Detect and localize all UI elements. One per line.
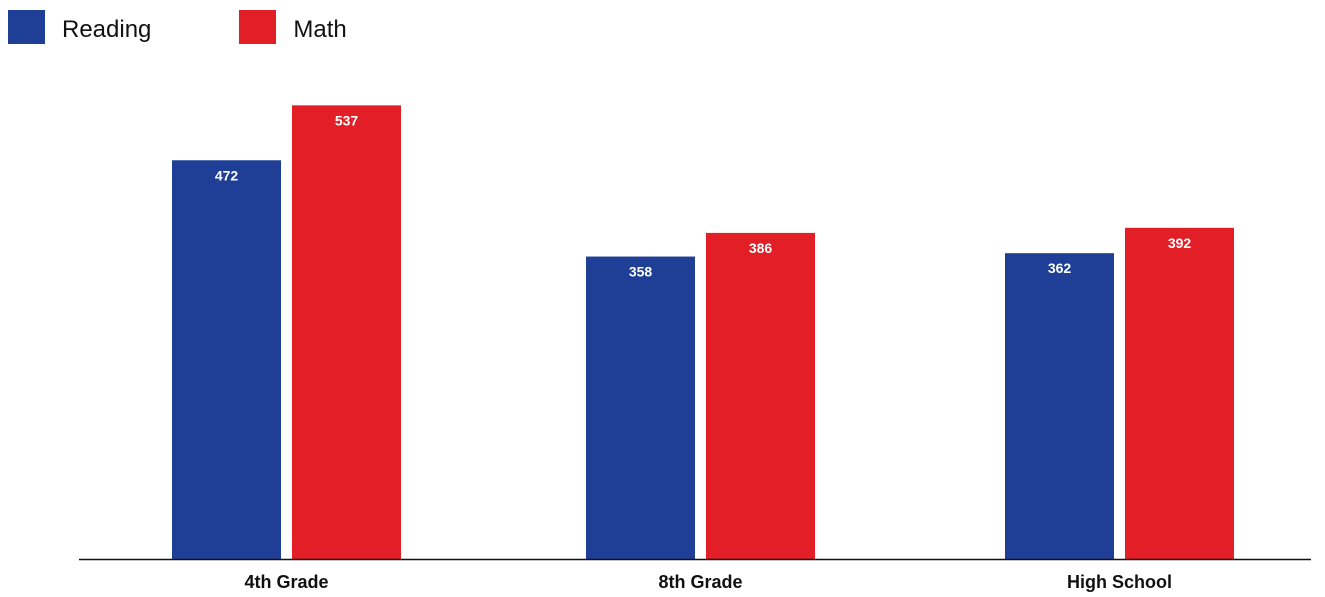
x-tick-label-8th-grade: 8th Grade bbox=[658, 572, 742, 592]
bar-math-high-school bbox=[1125, 227, 1234, 560]
data-label-reading-8th-grade: 358 bbox=[629, 264, 653, 280]
data-label-math-4th-grade: 537 bbox=[335, 112, 359, 128]
legend: Reading Math bbox=[8, 7, 347, 47]
data-label-reading-high-school: 362 bbox=[1048, 260, 1072, 276]
bar-reading-4th-grade bbox=[172, 160, 281, 559]
data-label-math-high-school: 392 bbox=[1168, 235, 1192, 251]
bar-math-4th-grade bbox=[292, 105, 401, 559]
x-tick-label-4th-grade: 4th Grade bbox=[244, 572, 328, 592]
bar-reading-8th-grade bbox=[586, 256, 695, 559]
legend-item-math: Math bbox=[239, 10, 347, 44]
x-tick-label-high-school: High School bbox=[1067, 572, 1172, 592]
legend-item-reading: Reading bbox=[8, 10, 151, 44]
legend-label-math: Math bbox=[293, 16, 347, 43]
legend-swatch-reading bbox=[8, 10, 45, 44]
bar-reading-high-school bbox=[1005, 253, 1114, 559]
legend-swatch-math bbox=[239, 10, 277, 44]
legend-label-reading: Reading bbox=[62, 16, 152, 43]
bar-math-8th-grade bbox=[706, 232, 815, 559]
data-label-reading-4th-grade: 472 bbox=[215, 167, 239, 183]
data-label-math-8th-grade: 386 bbox=[749, 240, 773, 256]
